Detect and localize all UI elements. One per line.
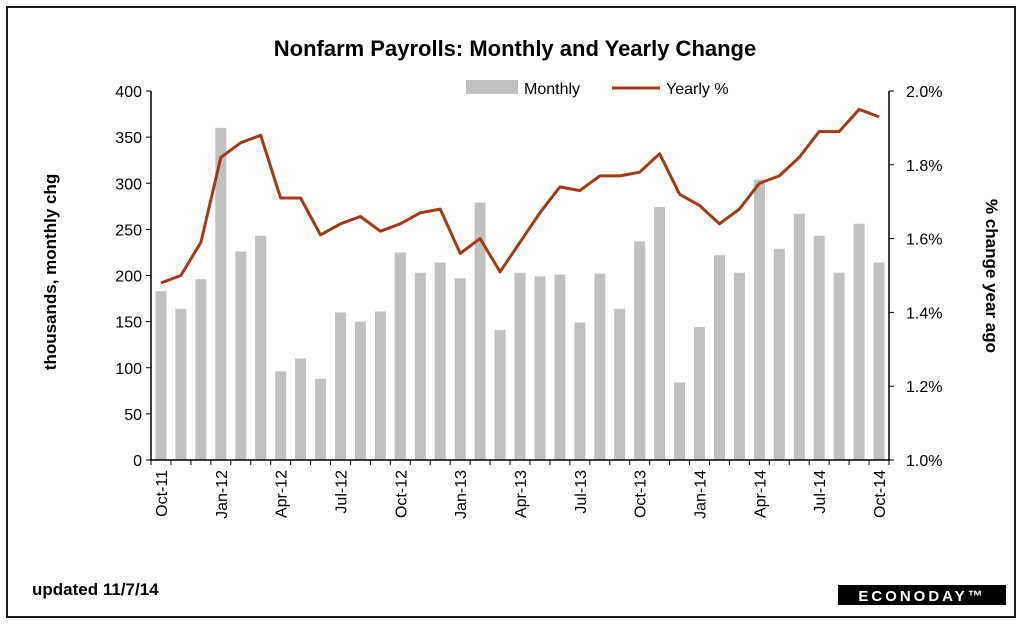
left-tick-label: 0: [133, 453, 142, 470]
right-tick-label: 1.0%: [906, 453, 942, 470]
right-tick-label: 1.2%: [906, 379, 942, 396]
left-axis-ticks: 0 50 100 150 200 250 300 350 400: [115, 84, 151, 470]
left-tick-label: 200: [115, 269, 142, 286]
x-tick-label: Apr-12: [274, 470, 291, 518]
econoday-logo-box: [838, 585, 1006, 605]
bar-aug-13: [594, 273, 606, 460]
bar-mar-14: [733, 272, 745, 460]
bar-aug-12: [354, 321, 366, 460]
bar-jan-13: [454, 278, 466, 460]
left-tick-label: 350: [115, 130, 142, 147]
legend: Monthly Yearly %: [466, 80, 729, 98]
right-tick-label: 1.6%: [906, 232, 942, 249]
bar-sep-13: [614, 308, 626, 460]
right-tick-label: 1.4%: [906, 305, 942, 322]
bar-oct-13: [634, 241, 646, 460]
bar-jul-14: [813, 235, 825, 460]
bar-series-monthly: [155, 127, 885, 461]
x-tick-label: Jul-13: [573, 470, 590, 514]
bar-jan-12: [215, 127, 227, 461]
line-series-yearly: [160, 107, 880, 285]
bar-jun-12: [315, 378, 327, 460]
x-tick-label: Apr-14: [752, 470, 769, 518]
bar-nov-13: [654, 207, 666, 460]
bar-dec-12: [434, 262, 446, 460]
bar-feb-14: [714, 255, 725, 460]
x-tick-label: Oct-14: [872, 470, 889, 518]
left-tick-label: 100: [115, 361, 142, 378]
y-axis-title-right: % change year ago: [982, 199, 1001, 353]
left-tick-label: 150: [115, 315, 142, 332]
y-axis-title-left: thousands, monthly chg: [41, 174, 60, 370]
bar-jun-14: [793, 213, 805, 460]
right-tick-label: 2.0%: [906, 84, 942, 101]
bar-apr-14: [753, 179, 765, 460]
chart-title: Nonfarm Payrolls: Monthly and Yearly Cha…: [274, 36, 757, 61]
bar-dec-11: [195, 279, 207, 460]
bar-sep-14: [853, 223, 865, 460]
bar-feb-13: [474, 202, 486, 460]
x-tick-label: Oct-13: [633, 470, 650, 518]
left-tick-label: 400: [115, 84, 142, 101]
x-tick-label: Jan-12: [214, 470, 231, 519]
x-tick-label: Oct-11: [154, 470, 171, 517]
legend-label-yearly: Yearly %: [666, 81, 729, 98]
bar-apr-12: [275, 371, 287, 460]
left-tick-label: 300: [115, 176, 142, 193]
bar-feb-12: [235, 251, 247, 460]
left-tick-label: 50: [124, 407, 142, 424]
yearly-pct-line: [160, 107, 880, 285]
bar-nov-12: [414, 272, 426, 460]
legend-label-monthly: Monthly: [524, 81, 580, 98]
bar-jun-13: [554, 274, 566, 460]
econoday-logo: ECONODAY™: [858, 588, 985, 605]
bar-sep-12: [374, 311, 386, 460]
bar-mar-12: [255, 235, 267, 460]
bar-may-13: [534, 276, 546, 460]
chart-frame: [6, 6, 1016, 618]
updated-note: updated 11/7/14: [32, 580, 159, 599]
x-tick-label: Oct-12: [393, 470, 410, 518]
right-axis-ticks: 1.0% 1.2% 1.4% 1.6% 1.8% 2.0%: [889, 84, 942, 470]
bar-may-14: [773, 248, 785, 460]
x-tick-label: Jul-12: [333, 470, 350, 514]
bar-aug-14: [833, 272, 845, 460]
x-tick-label: Jan-13: [453, 470, 470, 519]
bar-oct-12: [394, 252, 406, 460]
bar-nov-11: [175, 308, 187, 460]
x-axis-ticks: Oct-11 Jan-12 Apr-12 Jul-12 Oct-12 Jan-13 Apr-…: [154, 470, 889, 519]
bar-oct-11: [155, 291, 167, 460]
x-tick-label: Apr-13: [513, 470, 530, 518]
bar-jul-13: [574, 322, 586, 460]
bar-jul-12: [335, 312, 346, 460]
bar-may-12: [295, 358, 307, 460]
legend-swatch-monthly: [466, 80, 518, 94]
bar-apr-13: [514, 272, 526, 460]
right-tick-label: 1.8%: [906, 158, 942, 175]
x-tick-label: Jul-14: [812, 470, 829, 514]
x-tick-label: Jan-14: [693, 470, 710, 519]
left-tick-label: 250: [115, 222, 142, 239]
bar-dec-13: [674, 382, 686, 460]
bar-jan-14: [694, 327, 705, 460]
bar-oct-14: [873, 262, 885, 460]
bar-mar-13: [494, 329, 506, 460]
